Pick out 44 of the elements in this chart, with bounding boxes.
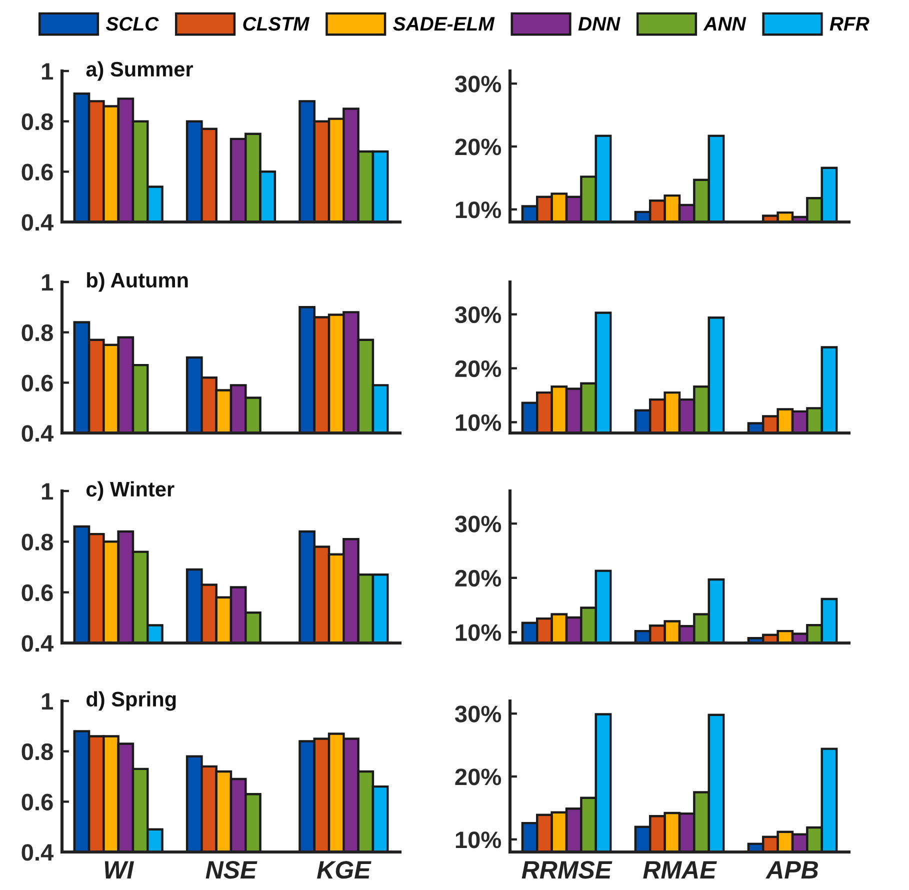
y-tick-label: 20%	[455, 570, 502, 587]
y-tick-label: 0.4	[22, 844, 54, 861]
y-tick-label: 0.8	[22, 743, 53, 760]
y-tick-label: 1	[42, 693, 54, 710]
y-tick-label: 0.6	[22, 164, 53, 180]
y-tick-label: 0.6	[22, 374, 53, 392]
y-tick-label: 0.8	[22, 113, 53, 130]
y-tick-label: 30%	[454, 76, 502, 92]
x-tick-label: KGE	[317, 860, 372, 879]
x-tick-label: WI	[104, 861, 134, 878]
y-tick-label: 0.8	[22, 324, 53, 342]
y-tick-label: 0.4	[22, 425, 54, 442]
legend-label: SADE-ELM	[393, 16, 495, 31]
x-tick-label: RMAE	[643, 861, 717, 878]
y-tick-label: 30%	[454, 306, 502, 324]
y-tick-label: 20%	[455, 768, 502, 786]
x-tick-label: NSE	[206, 860, 258, 879]
chart-title: a) Summer	[86, 61, 194, 81]
y-tick-label: 1	[42, 483, 54, 500]
y-tick-label: 30%	[454, 706, 502, 722]
y-tick-label: 0.4	[22, 214, 54, 231]
y-tick-label: 1	[42, 274, 54, 291]
y-tick-label: 0.4	[22, 635, 54, 652]
y-tick-label: 10%	[456, 414, 502, 431]
chart-title: b) Autumn	[87, 272, 188, 292]
legend-label: CLSTM	[243, 16, 310, 31]
y-tick-label: 10%	[456, 624, 502, 641]
y-tick-label: 0.8	[22, 534, 53, 550]
y-tick-label: 1	[42, 63, 54, 80]
y-tick-label: 0.6	[22, 794, 53, 810]
x-tick-label: APB	[766, 861, 818, 878]
chart-title: d) Spring	[86, 691, 176, 711]
legend-label: SCLC	[106, 16, 159, 31]
legend-label: DNN	[578, 17, 620, 31]
chart-title: c) Winter	[86, 481, 174, 501]
y-tick-label: 10%	[456, 201, 502, 218]
x-tick-label: RRMSE	[522, 860, 612, 879]
y-tick-label: 20%	[455, 360, 502, 378]
y-tick-label: 0.6	[22, 584, 53, 602]
legend-label: ANN	[703, 17, 746, 31]
y-tick-label: 20%	[455, 138, 502, 156]
y-tick-label: 30%	[454, 516, 502, 532]
legend-label: RFR	[830, 17, 870, 31]
y-tick-label: 10%	[456, 831, 502, 848]
